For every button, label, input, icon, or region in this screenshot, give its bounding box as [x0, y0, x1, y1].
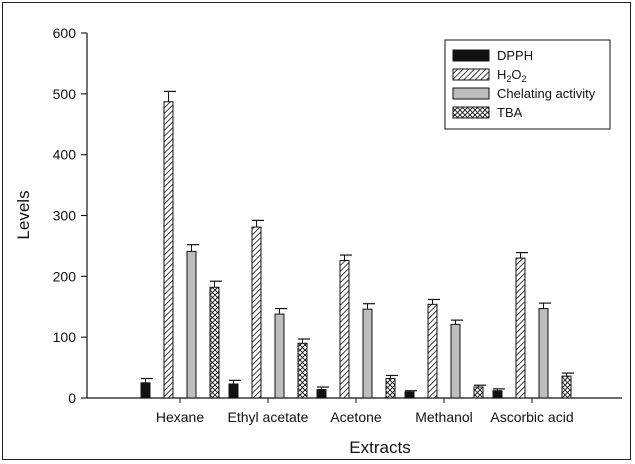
- bar-solid-black-3: [404, 391, 415, 399]
- bar-solid-gray-2: [362, 308, 373, 399]
- legend-swatch: [452, 87, 490, 100]
- x-tick-label: Acetone: [330, 409, 382, 425]
- legend-label: TBA: [497, 105, 523, 120]
- bar-diagonal-hatch-2: [339, 260, 350, 399]
- bar-cross-hatch-1: [297, 342, 308, 399]
- legend-swatch: [452, 49, 490, 62]
- bar-solid-black-2: [316, 388, 327, 399]
- y-axis-label: Levels: [14, 190, 33, 239]
- bar-diagonal-hatch-3: [427, 303, 438, 399]
- y-tick-label: 200: [53, 268, 77, 284]
- bar-solid-gray-3: [450, 323, 461, 399]
- x-tick-label: Hexane: [156, 409, 204, 425]
- bar-cross-hatch-4: [561, 375, 572, 399]
- x-tick-label: Ascorbic acid: [490, 409, 573, 425]
- legend-swatch: [452, 106, 490, 119]
- y-tick-label: 500: [53, 86, 77, 102]
- y-tick-label: 300: [53, 208, 77, 224]
- legend-label: DPPH: [497, 48, 533, 63]
- bar-solid-black-1: [228, 383, 239, 399]
- bar-solid-gray-4: [538, 308, 549, 399]
- y-tick-label: 0: [68, 390, 76, 406]
- bar-diagonal-hatch-0: [163, 101, 174, 399]
- bar-diagonal-hatch-4: [515, 257, 526, 399]
- bar-cross-hatch-2: [385, 378, 396, 399]
- y-tick-label: 600: [53, 25, 77, 41]
- y-tick-label: 400: [53, 147, 77, 163]
- bar-solid-gray-0: [186, 250, 197, 399]
- bar-cross-hatch-0: [209, 286, 220, 399]
- bar-diagonal-hatch-1: [251, 226, 262, 399]
- bar-solid-black-0: [140, 382, 151, 399]
- legend-label: H2O2: [497, 67, 527, 84]
- bar-cross-hatch-3: [473, 386, 484, 399]
- bar-solid-black-4: [492, 390, 503, 399]
- x-axis-label: Extracts: [349, 438, 410, 457]
- y-tick-label: 100: [53, 329, 77, 345]
- x-tick-label: Ethyl acetate: [228, 409, 309, 425]
- bar-solid-gray-1: [274, 313, 285, 399]
- legend-swatch: [452, 68, 490, 81]
- x-tick-label: Methanol: [415, 409, 473, 425]
- legend-label: Chelating activity: [497, 86, 596, 101]
